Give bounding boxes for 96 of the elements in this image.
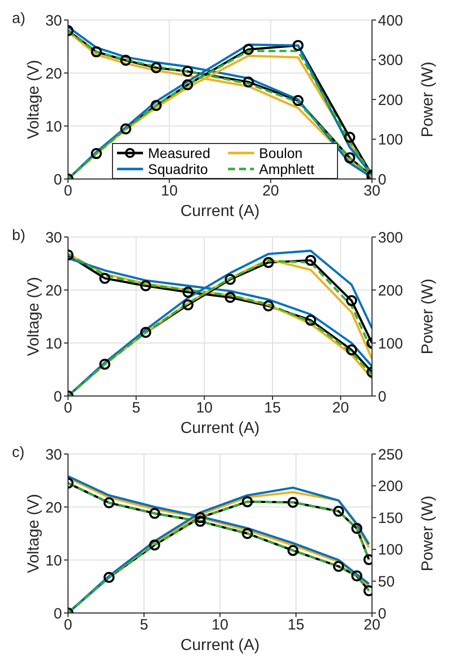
point (305, 314, 316, 326)
y2-tick-label: 50 (378, 574, 395, 591)
chart-title: b) (12, 227, 26, 244)
point (90, 148, 102, 160)
point (346, 344, 358, 356)
legend-label: Amphlett (259, 161, 314, 177)
y-tick-label: 10 (45, 552, 62, 570)
point (140, 326, 152, 338)
point (346, 295, 358, 306)
point (194, 512, 206, 524)
y-tick-label: 20 (45, 65, 62, 82)
y2-tick-label: 0 (378, 388, 386, 406)
y-tick-label: 30 (45, 446, 62, 464)
y2-tick-label: 300 (378, 229, 404, 246)
x-tick-label: 15 (288, 616, 304, 634)
point (104, 497, 115, 508)
point (292, 95, 304, 106)
point (120, 123, 132, 134)
y-tick-label: 0 (54, 388, 62, 406)
x-axis-title: Current (A) (180, 637, 260, 654)
y-axis-title: Voltage (V) (26, 494, 43, 574)
point (140, 280, 152, 292)
y-tick-label: 10 (45, 118, 62, 136)
x-axis-title: Current (A) (180, 203, 260, 220)
y2-tick-label: 200 (378, 92, 404, 109)
x-tick-label: 5 (140, 616, 148, 634)
point (242, 528, 253, 539)
y-tick-label: 30 (45, 229, 62, 246)
point (344, 152, 356, 164)
point (224, 274, 236, 285)
y2-tick-label: 250 (378, 446, 404, 464)
point (242, 76, 254, 88)
point (351, 522, 362, 534)
point (182, 79, 194, 90)
legend-label: Squadrito (148, 161, 208, 177)
y2-tick-label: 200 (378, 478, 404, 496)
x-tick-label: 5 (132, 400, 140, 417)
x-tick-label: 20 (332, 400, 349, 417)
point (182, 66, 194, 77)
chart-title: a) (12, 10, 26, 27)
point (150, 62, 162, 74)
point (305, 254, 316, 266)
point (120, 54, 132, 66)
y-tick-label: 20 (45, 282, 62, 300)
point (344, 132, 356, 143)
point (99, 358, 110, 370)
y-tick-label: 10 (45, 335, 62, 352)
x-tick-label: 10 (196, 400, 213, 417)
x-tick-label: 10 (212, 616, 228, 634)
legend-label: Boulon (259, 145, 303, 161)
point (287, 544, 298, 556)
point (242, 496, 253, 508)
point (242, 44, 254, 55)
y2-tick-label: 100 (378, 132, 404, 149)
x-tick-label: 30 (364, 182, 380, 200)
point (149, 508, 160, 519)
y2-tick-label: 100 (378, 542, 404, 559)
y2-tick-label: 300 (378, 52, 404, 70)
point (333, 506, 344, 517)
point (150, 100, 162, 111)
y-axis-title: Voltage (V) (26, 276, 43, 356)
x-tick-label: 20 (262, 182, 280, 200)
y2-axis-title: Power (W) (420, 62, 437, 138)
point (292, 40, 304, 51)
point (287, 496, 298, 508)
point (149, 539, 160, 550)
y-tick-label: 0 (54, 605, 62, 622)
x-tick-label: 10 (160, 182, 178, 200)
x-axis-title: Current (A) (180, 420, 260, 437)
chart-title: c) (12, 444, 24, 461)
point (90, 46, 102, 58)
point (99, 272, 110, 284)
point (104, 572, 115, 583)
y2-tick-label: 400 (378, 12, 404, 30)
point (182, 286, 194, 298)
point (194, 516, 206, 527)
legend-label: Measured (148, 145, 210, 161)
y2-tick-label: 200 (378, 282, 404, 300)
x-tick-label: 20 (364, 616, 380, 634)
point (182, 299, 194, 310)
x-tick-label: 15 (264, 400, 281, 417)
y2-axis-title: Power (W) (420, 278, 437, 354)
y-axis-title: Voltage (V) (26, 60, 43, 140)
y-tick-label: 20 (45, 499, 62, 516)
y2-tick-label: 0 (378, 605, 386, 622)
point (262, 300, 274, 312)
point (333, 560, 344, 572)
y2-tick-label: 100 (378, 335, 404, 352)
y-tick-label: 30 (45, 12, 62, 30)
y2-tick-label: 150 (378, 510, 404, 527)
y2-tick-label: 0 (378, 171, 386, 188)
point (262, 256, 274, 268)
point (224, 292, 236, 303)
y2-axis-title: Power (W) (420, 496, 437, 572)
y-tick-label: 0 (54, 171, 62, 188)
point (351, 570, 362, 582)
